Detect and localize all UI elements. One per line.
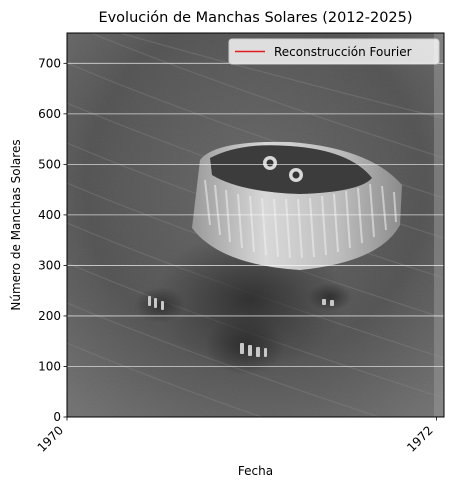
y-tick-label: 400 [38, 208, 61, 222]
legend: Reconstrucción Fourier [228, 38, 440, 65]
y-axis-label: Número de Manchas Solares [9, 139, 23, 310]
x-axis: 1970 1972 [35, 417, 438, 455]
gridlines [67, 62, 444, 367]
y-tick-label: 0 [53, 410, 61, 424]
y-tick-label: 600 [38, 107, 61, 121]
sunspot-image [67, 33, 444, 417]
y-tick-label: 500 [38, 157, 61, 171]
y-axis: 0 100 200 300 400 500 600 700 [38, 56, 67, 424]
legend-label: Reconstrucción Fourier [274, 45, 412, 59]
y-tick-label: 100 [38, 359, 61, 373]
y-tick-label: 300 [38, 258, 61, 272]
chart-title: Evolución de Manchas Solares (2012-2025) [98, 10, 412, 26]
x-axis-label: Fecha [238, 464, 273, 478]
y-tick-label: 700 [38, 56, 61, 70]
plot-frame [66, 32, 445, 418]
y-tick-label: 200 [38, 309, 61, 323]
x-tick-label: 1972 [404, 423, 435, 454]
legend-box [228, 38, 440, 65]
x-tick-label: 1970 [35, 423, 66, 454]
